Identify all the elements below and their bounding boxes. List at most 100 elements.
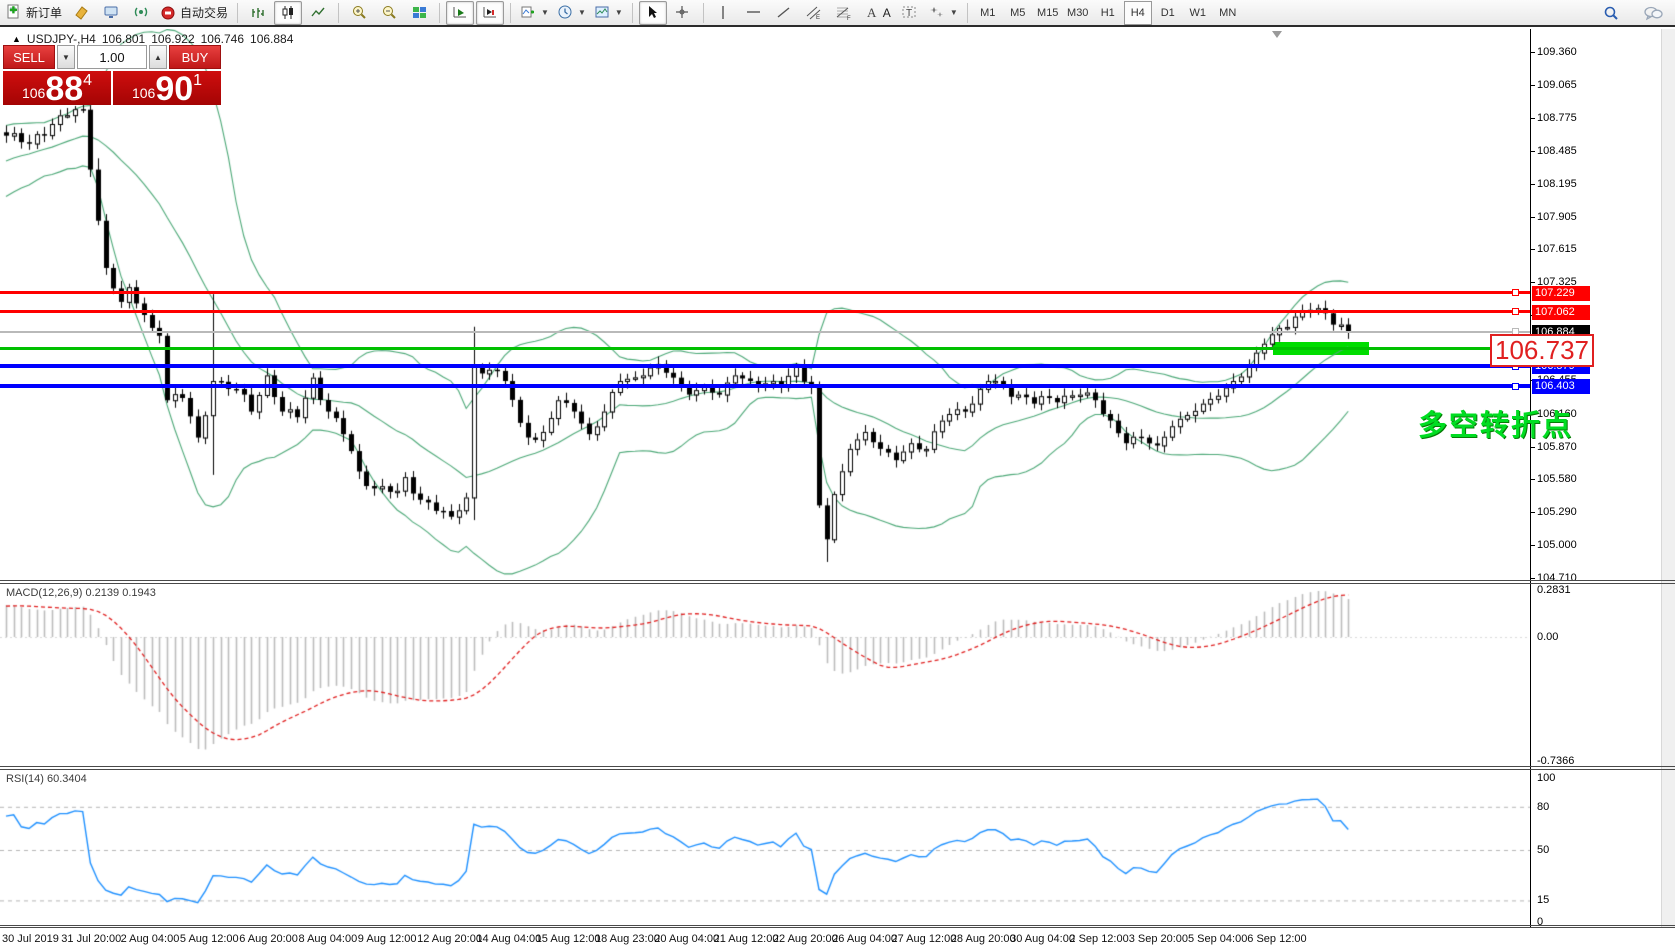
rsi-canvas[interactable]	[0, 770, 1530, 925]
macd-value-signal: 0.1943	[122, 587, 156, 599]
sell-price-display[interactable]: 106 88 4	[3, 70, 111, 108]
turning-point-annotation[interactable]: 多空转折点	[1418, 410, 1574, 442]
horizontal-line-button[interactable]	[740, 1, 768, 25]
svg-text:F: F	[847, 16, 851, 21]
macd-canvas[interactable]	[0, 584, 1530, 766]
new-order-button[interactable]: 新订单	[3, 1, 65, 25]
candlestick-chart-button[interactable]	[274, 0, 303, 25]
search-icon[interactable]	[1597, 2, 1625, 26]
periods-button[interactable]: ▼	[554, 1, 589, 25]
panel-divider[interactable]	[0, 769, 1675, 770]
community-chat-icon[interactable]	[1639, 2, 1667, 26]
text-label-button[interactable]: T	[896, 1, 924, 25]
ohlc-close: 106.884	[250, 32, 294, 46]
bar-chart-button[interactable]	[244, 1, 272, 25]
volume-decrease-button[interactable]: ▼	[57, 45, 75, 69]
chart-image-dropdown-arrow[interactable]: ▼	[614, 8, 623, 17]
autotrading-button[interactable]: 自动交易	[157, 1, 231, 25]
buy-button[interactable]: BUY	[169, 45, 221, 69]
macd-axis-label: -0.7366	[1537, 755, 1575, 767]
chart-title: ▲ USDJPY-,H4 106.801 106.922 106.746 106…	[12, 32, 293, 46]
add-indicator-button[interactable]: ▼	[517, 1, 552, 25]
timeframe-M30-button[interactable]: M30	[1067, 6, 1089, 19]
timeframe-W1-button[interactable]: W1	[1189, 6, 1206, 19]
volume-increase-button[interactable]: ▲	[149, 45, 167, 69]
ohlc-low: 106.746	[200, 32, 245, 46]
zoom-out-button[interactable]	[375, 1, 403, 25]
time-axis-label: 30 Jul 2019	[2, 933, 59, 945]
hline-support-2-handle[interactable]	[1512, 382, 1519, 390]
hline-resistance-1-handle[interactable]	[1512, 289, 1519, 297]
timeframe-H1-button[interactable]: H1	[1100, 6, 1115, 19]
tile-windows-button[interactable]	[405, 1, 433, 25]
panel-divider[interactable]	[0, 583, 1675, 584]
chart-image-button[interactable]: ▼	[591, 1, 626, 25]
price-label-box[interactable]: 106.737	[1490, 334, 1594, 367]
price-tick-label: 109.360	[1537, 46, 1577, 58]
line-chart-button[interactable]	[304, 1, 332, 25]
auto-scroll-button[interactable]	[476, 0, 505, 25]
buy-price-big: 90	[155, 70, 194, 108]
price-tick-label: 107.905	[1537, 210, 1577, 223]
hline-support-1[interactable]	[0, 364, 1530, 369]
macd-value-main: 0.2139	[85, 587, 120, 599]
panel-divider[interactable]	[0, 766, 1675, 767]
hline-support-2[interactable]	[0, 384, 1530, 389]
bid-price-line[interactable]	[0, 330, 1530, 333]
price-axis: 109.360 109.065 108.775 108.485 108.195 107.9…	[1530, 29, 1664, 928]
timeframe-D1-button[interactable]: D1	[1160, 6, 1175, 19]
timeframe-M1-button[interactable]: M1	[980, 6, 996, 19]
toolbar-separator	[631, 2, 633, 23]
shapes-dropdown-arrow[interactable]: ▼	[949, 8, 958, 17]
price-tick-mark	[1531, 282, 1535, 284]
window-scrollbar[interactable]	[1661, 29, 1675, 927]
price-tick-label: 107.325	[1537, 276, 1577, 289]
rsi-value: 60.3404	[46, 773, 87, 785]
shapes-button[interactable]: ▼	[926, 1, 961, 25]
crosshair-button[interactable]	[669, 1, 697, 25]
timeframe-M5-button[interactable]: M5	[1010, 6, 1026, 19]
price-chart-canvas[interactable]	[0, 29, 1530, 580]
signals-button[interactable]	[127, 1, 155, 25]
one-click-trade-panel: SELL ▼ ▲ BUY 106 88 4 106 90 1	[3, 45, 221, 108]
buy-price-display[interactable]: 106 90 1	[113, 70, 221, 108]
timeframe-M15-button[interactable]: M15	[1037, 6, 1059, 19]
cursor-button[interactable]	[638, 0, 667, 25]
time-axis-label: 21 Aug 12:00	[713, 933, 779, 945]
sell-button[interactable]: SELL	[3, 45, 55, 69]
publisher-button[interactable]	[97, 1, 125, 25]
toolbar-separator	[338, 2, 340, 23]
hline-resistance-2-handle[interactable]	[1512, 308, 1519, 316]
svg-text:A: A	[867, 5, 877, 20]
time-axis-label: 20 Aug 04:00	[654, 933, 720, 945]
time-axis-label: 28 Aug 20:00	[950, 933, 1016, 945]
timeframe-MN-button[interactable]: MN	[1219, 6, 1237, 19]
volume-input[interactable]	[77, 45, 147, 69]
trendline-button[interactable]	[770, 1, 798, 25]
sell-price-big: 88	[45, 70, 84, 108]
rsi-name: RSI(14)	[6, 773, 44, 785]
timeframe-H4-button[interactable]: H4	[1123, 0, 1152, 25]
toolbar-separator	[439, 2, 441, 23]
hline-pivot-green[interactable]	[0, 347, 1530, 351]
add-indicator-dropdown-arrow[interactable]: ▼	[541, 8, 549, 17]
collapse-arrow-icon[interactable]: ▲	[12, 34, 21, 44]
price-tick-label: 107.615	[1537, 243, 1577, 256]
time-axis-label: 18 Aug 23:00	[595, 933, 660, 945]
chart-symbol: USDJPY-,H4	[26, 32, 96, 46]
fibonacci-retracement-button[interactable]: F	[830, 1, 858, 25]
hline-resistance-2[interactable]	[0, 310, 1530, 314]
time-axis-label: 30 Aug 04:00	[1010, 933, 1075, 945]
shift-chart-end-button[interactable]	[446, 0, 475, 25]
panel-divider[interactable]	[0, 580, 1675, 581]
zoom-in-button[interactable]	[345, 1, 373, 25]
hline-resistance-1[interactable]	[0, 291, 1530, 295]
toolbar-separator	[702, 2, 704, 23]
periods-dropdown-arrow[interactable]: ▼	[577, 8, 586, 17]
eraser-button[interactable]	[67, 1, 95, 25]
vertical-line-button[interactable]	[710, 1, 738, 25]
price-tick-mark	[1531, 249, 1535, 251]
equidistant-channel-button[interactable]: E	[800, 1, 828, 25]
panel-divider	[0, 925, 1675, 926]
